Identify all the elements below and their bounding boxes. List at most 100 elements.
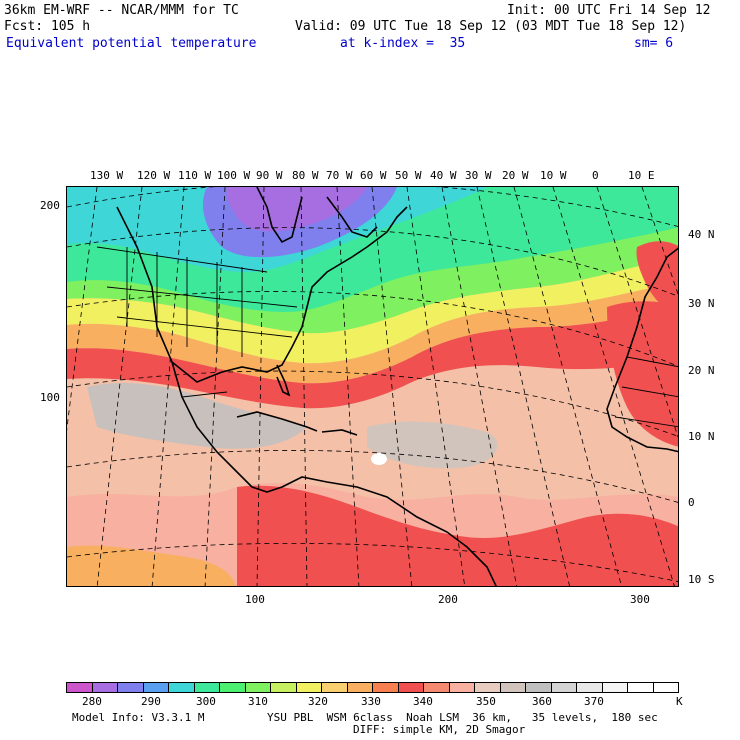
colorbar-label: 370: [584, 695, 604, 708]
colorbar-swatch: [475, 683, 501, 692]
lon-label: 70 W: [326, 169, 353, 182]
lat-label: 20 N: [688, 364, 715, 377]
colorbar-swatch: [169, 683, 195, 692]
colorbar-swatch: [220, 683, 246, 692]
coastline-south-america: [281, 476, 497, 586]
lon-label: 0: [592, 169, 599, 182]
lon-label: 50 W: [395, 169, 422, 182]
coastline-africa: [606, 247, 678, 453]
colorbar-swatch: [500, 683, 526, 692]
lat-label: 30 N: [688, 297, 715, 310]
lon-label: 130 W: [90, 169, 124, 182]
lon-label: 80 W: [292, 169, 319, 182]
border-states-horizontal: [106, 286, 298, 338]
field-cold-core-inner: [226, 187, 367, 232]
valid-time: Valid: 09 UTC Tue 18 Sep 12 (03 MDT Tue …: [295, 19, 687, 34]
colorbar-swatch: [245, 683, 271, 692]
graticule-lat-30n: [67, 227, 678, 297]
colorbar-swatch: [271, 683, 297, 692]
lat-label: 10 S: [688, 573, 715, 586]
field-band-red: [67, 307, 678, 409]
coastline-hispaniola: [321, 429, 358, 436]
graticule-lon-0: [596, 187, 678, 439]
graticule-lon-60w: [371, 187, 413, 586]
colorbar-swatch: [602, 683, 628, 692]
colorbar-swatch: [424, 683, 450, 692]
graticule-lon-80w: [300, 187, 308, 586]
colorbar-swatch: [526, 683, 552, 692]
colorbar-swatch: [577, 683, 603, 692]
colorbar-label: 340: [413, 695, 433, 708]
colorbar-label: 280: [82, 695, 102, 708]
model-title: 36km EM-WRF -- NCAR/MMM for TC: [4, 3, 239, 18]
graticule-lon-30w: [476, 187, 570, 586]
field-band-pacific-orange: [67, 545, 237, 586]
colorbar-label: 310: [248, 695, 268, 708]
graticule-lon-120w: [96, 187, 143, 586]
lon-label: 120 W: [137, 169, 171, 182]
graticule-lat-40n: [67, 187, 678, 227]
graticule-lon-10w: [552, 187, 675, 586]
field-grey-atlantic: [367, 421, 498, 469]
colorbar-swatch: [118, 683, 144, 692]
model-info: Model Info: V3.3.1 M: [72, 711, 205, 724]
colorbar-label: 290: [141, 695, 161, 708]
graticule-lon-100w: [204, 187, 226, 586]
colorbar-swatch: [551, 683, 577, 692]
graticule-lon-50w: [406, 187, 466, 586]
smoothing-label: sm= 6: [634, 36, 674, 51]
coastline-central-america: [171, 361, 283, 493]
colorbar-label: 320: [308, 695, 328, 708]
colorbar-label: 350: [476, 695, 496, 708]
graticule-lon-90w: [256, 187, 265, 586]
lon-label: 10 E: [628, 169, 655, 182]
colorbar-label: 360: [532, 695, 552, 708]
equivalent-potential-temperature-map: [66, 186, 679, 587]
colorbar-swatch: [296, 683, 322, 692]
lon-label: 30 W: [465, 169, 492, 182]
graticule-lon-130w: [67, 187, 98, 431]
lon-label: 60 W: [360, 169, 387, 182]
colorbar-swatch: [92, 683, 118, 692]
lon-label: 20 W: [502, 169, 529, 182]
lat-label: 0: [688, 496, 695, 509]
coastline-cuba: [236, 411, 318, 432]
grid-x-label: 200: [438, 593, 458, 606]
colorbar: [66, 682, 679, 693]
graticule-lat-10s: [67, 542, 678, 583]
field-white-spot: [371, 453, 387, 465]
colorbar-swatch: [322, 683, 348, 692]
graticule: [67, 187, 678, 586]
colorbar-label: 330: [361, 695, 381, 708]
colorbar-swatch: [143, 683, 169, 692]
field-name: Equivalent potential temperature: [6, 36, 257, 51]
grid-y-label: 100: [40, 391, 60, 404]
lon-label: 100 W: [217, 169, 251, 182]
forecast-hour: Fcst: 105 h: [4, 19, 91, 34]
colorbar-swatch: [398, 683, 424, 692]
coastline-hudson-bay: [256, 187, 303, 244]
coastline-florida: [276, 364, 291, 397]
coastlines: [116, 187, 678, 586]
colorbar-label: 300: [196, 695, 216, 708]
physics-info: YSU PBL WSM 6class Noah LSM 36 km, 35 le…: [267, 711, 658, 724]
lon-label: 110 W: [178, 169, 212, 182]
graticule-lat-0: [67, 450, 678, 503]
border-states-vertical: [126, 247, 243, 357]
graticule-lat-20n: [67, 291, 678, 367]
lon-label: 90 W: [256, 169, 283, 182]
colorbar-swatch: [653, 683, 678, 692]
colorbar-swatch: [194, 683, 220, 692]
field-grey-gulf: [87, 382, 307, 449]
graticule-lat-10n: [67, 370, 678, 437]
map-canvas: [67, 187, 678, 586]
level-label: at k-index = 35: [340, 36, 466, 51]
lon-label: 40 W: [430, 169, 457, 182]
diffusion-info: DIFF: simple KM, 2D Smagor: [353, 723, 526, 736]
coastline-north-america: [116, 206, 408, 383]
colorbar-swatch: [373, 683, 399, 692]
grid-x-label: 300: [630, 593, 650, 606]
graticule-lon-20w: [513, 187, 622, 586]
colorbar-swatch: [347, 683, 373, 692]
grid-y-label: 200: [40, 199, 60, 212]
